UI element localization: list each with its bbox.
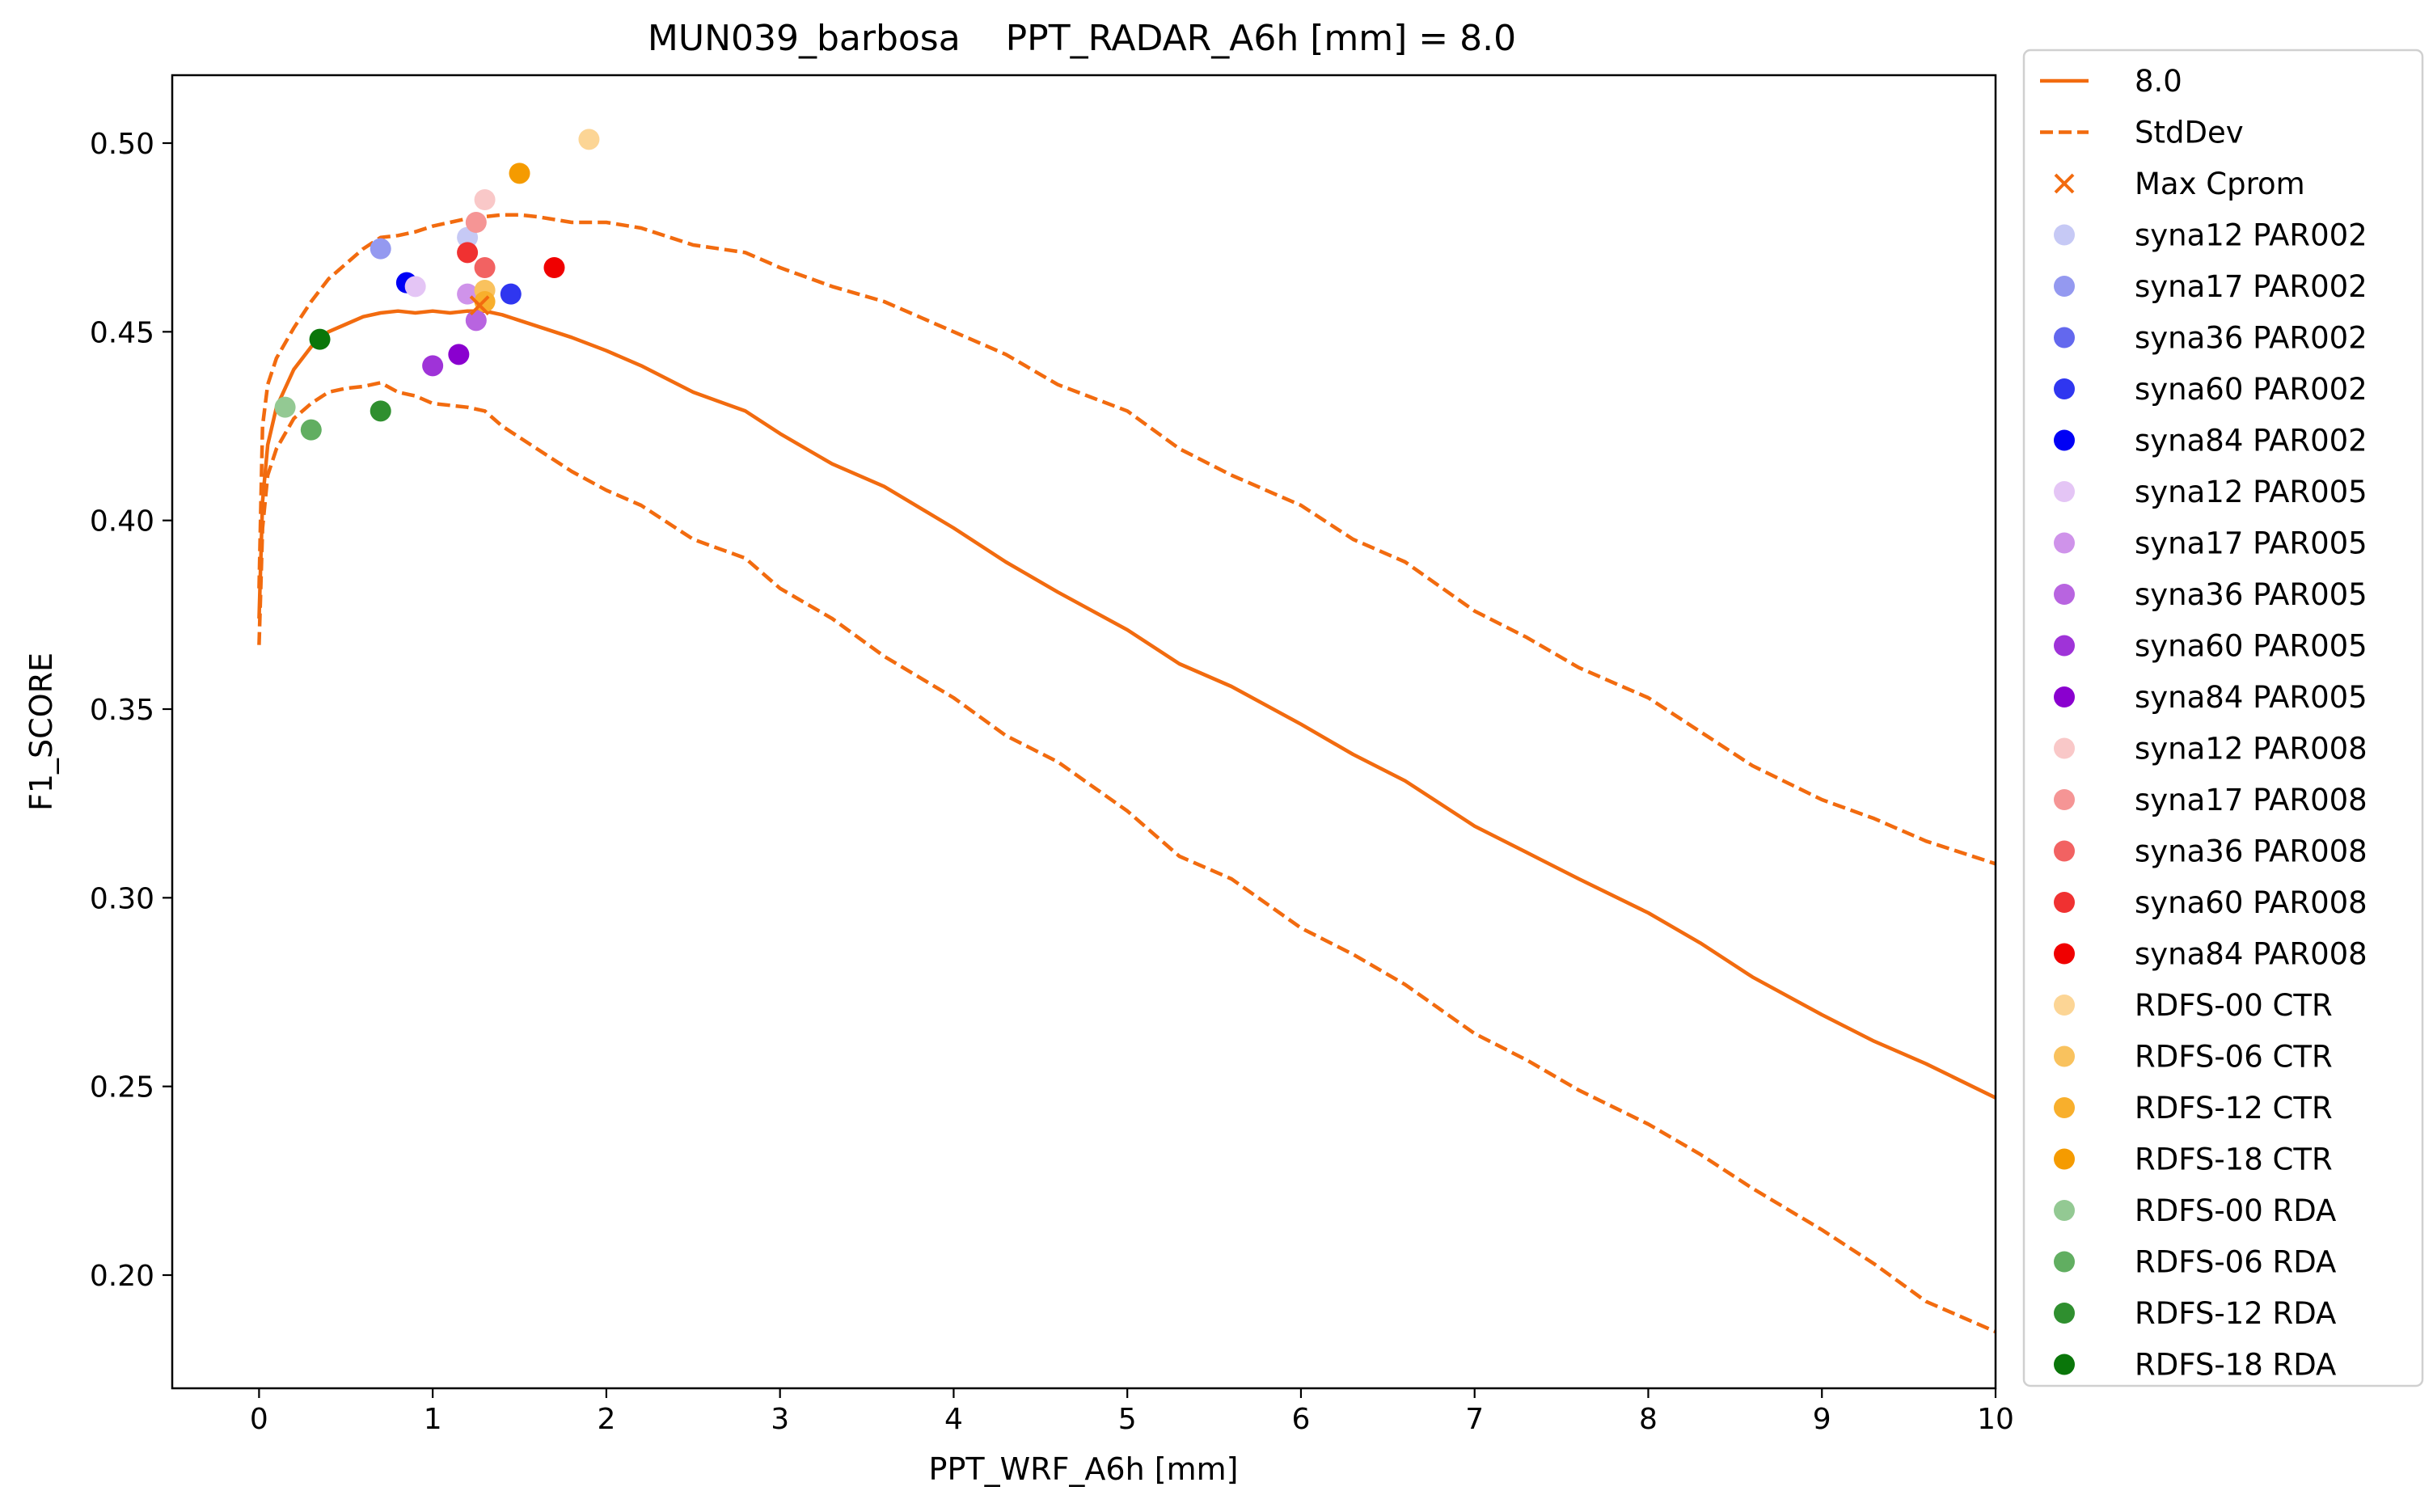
legend-swatch-dot bbox=[2054, 1200, 2075, 1221]
legend-label: syna17 PAR005 bbox=[2135, 526, 2368, 561]
legend-swatch-dot bbox=[2054, 481, 2075, 502]
y-tick-label: 0.20 bbox=[90, 1260, 154, 1293]
y-axis-label: F1_SCORE bbox=[23, 653, 59, 811]
x-tick-label: 2 bbox=[597, 1403, 615, 1436]
legend-swatch-dot bbox=[2054, 378, 2075, 399]
point-rdfs-18-ctr bbox=[509, 163, 530, 184]
legend-label: RDFS-18 CTR bbox=[2135, 1142, 2333, 1177]
series-line-stddev bbox=[257, 381, 1996, 1334]
legend-swatch-dot bbox=[2054, 635, 2075, 657]
legend-swatch-dot bbox=[2054, 532, 2075, 554]
point-syna12-par005 bbox=[404, 276, 426, 298]
y-axis: 0.20 0.25 0.30 0.35 0.40 0.45 0.50 bbox=[90, 128, 172, 1293]
legend-label: syna17 PAR002 bbox=[2135, 269, 2368, 304]
legend-swatch-dot bbox=[2054, 1354, 2075, 1375]
legend-swatch-dot bbox=[2054, 1148, 2075, 1170]
legend-label: syna60 PAR002 bbox=[2135, 372, 2368, 407]
legend-label: syna36 PAR008 bbox=[2135, 834, 2368, 869]
point-rdfs-00-ctr bbox=[578, 129, 600, 150]
point-syna36-par005 bbox=[465, 310, 487, 332]
x-tick-label: 8 bbox=[1639, 1403, 1658, 1436]
legend-swatch-dot bbox=[2054, 943, 2075, 965]
y-tick-label: 0.40 bbox=[90, 505, 154, 538]
point-syna60-par008 bbox=[457, 242, 479, 264]
point-rdfs-12-rda bbox=[370, 400, 391, 422]
chart-title: MUN039_barbosa PPT_RADAR_A6h [mm] = 8.0 bbox=[648, 18, 1516, 59]
legend-label: StdDev bbox=[2135, 116, 2244, 150]
x-axis-label: PPT_WRF_A6h [mm] bbox=[929, 1451, 1239, 1487]
point-syna36-par008 bbox=[474, 257, 496, 278]
point-rdfs-06-rda bbox=[300, 419, 322, 441]
legend-swatch-dot bbox=[2054, 1045, 2075, 1067]
legend-label: Max Cprom bbox=[2135, 167, 2305, 201]
legend-swatch-dot bbox=[2054, 429, 2075, 451]
y-tick-label: 0.35 bbox=[90, 694, 154, 727]
x-tick-label: 9 bbox=[1813, 1403, 1831, 1436]
y-tick-label: 0.25 bbox=[90, 1071, 154, 1104]
legend-swatch-dot bbox=[2054, 584, 2075, 605]
legend-swatch-dot bbox=[2054, 1303, 2075, 1324]
legend-label: syna60 PAR008 bbox=[2135, 885, 2368, 920]
legend-label: syna84 PAR005 bbox=[2135, 680, 2368, 715]
legend-swatch-x bbox=[2054, 173, 2075, 194]
legend-label: syna84 PAR008 bbox=[2135, 937, 2368, 972]
legend: 8.0 StdDev Max Cprom syna12 PAR002 syna17 PA… bbox=[2022, 49, 2424, 1387]
point-syna17-par002 bbox=[370, 238, 391, 260]
y-tick-label: 0.45 bbox=[90, 316, 154, 349]
legend-swatch-dot bbox=[2054, 1097, 2075, 1118]
legend-label: RDFS-00 CTR bbox=[2135, 988, 2333, 1023]
legend-label: 8.0 bbox=[2135, 64, 2182, 99]
plot-frame bbox=[171, 74, 1997, 1390]
legend-label: RDFS-06 RDA bbox=[2135, 1245, 2336, 1280]
legend-label: syna84 PAR002 bbox=[2135, 424, 2368, 458]
x-tick-label: 0 bbox=[250, 1403, 268, 1436]
point-syna12-par008 bbox=[474, 189, 496, 210]
point-syna17-par008 bbox=[465, 212, 487, 233]
legend-swatch-dot bbox=[2054, 276, 2075, 297]
legend-label: syna12 PAR002 bbox=[2135, 218, 2368, 253]
legend-label: RDFS-06 CTR bbox=[2135, 1040, 2333, 1075]
x-tick-label: 7 bbox=[1465, 1403, 1484, 1436]
legend-swatch-dot bbox=[2054, 224, 2075, 246]
legend-label: syna36 PAR002 bbox=[2135, 321, 2368, 356]
legend-swatch-dot bbox=[2054, 1251, 2075, 1273]
x-tick-label: 10 bbox=[1977, 1403, 2014, 1436]
legend-label: syna12 PAR005 bbox=[2135, 475, 2368, 509]
legend-swatch-dot bbox=[2054, 737, 2075, 759]
point-syna60-par005 bbox=[422, 355, 444, 377]
legend-frame bbox=[2022, 49, 2424, 1387]
legend-label: syna36 PAR005 bbox=[2135, 577, 2368, 612]
legend-label: syna60 PAR005 bbox=[2135, 629, 2368, 664]
legend-label: syna17 PAR008 bbox=[2135, 783, 2368, 817]
point-syna84-par005 bbox=[448, 344, 470, 365]
legend-label: syna12 PAR008 bbox=[2135, 732, 2368, 767]
x-tick-label: 4 bbox=[944, 1403, 963, 1436]
point-rdfs-18-rda bbox=[309, 328, 331, 350]
legend-label: RDFS-00 RDA bbox=[2135, 1193, 2336, 1228]
x-tick-label: 5 bbox=[1118, 1403, 1137, 1436]
legend-swatch-dot bbox=[2054, 686, 2075, 707]
x-tick-label: 3 bbox=[771, 1403, 789, 1436]
legend-label: RDFS-12 RDA bbox=[2135, 1296, 2336, 1331]
legend-swatch-dot bbox=[2054, 995, 2075, 1016]
point-syna84-par008 bbox=[543, 257, 565, 278]
legend-label: RDFS-18 RDA bbox=[2135, 1348, 2336, 1383]
legend-swatch-dot bbox=[2054, 892, 2075, 913]
y-tick-label: 0.50 bbox=[90, 128, 154, 161]
series-line-stddev bbox=[257, 213, 1996, 866]
max-cprom-marker bbox=[469, 295, 490, 316]
legend-swatch-dot bbox=[2054, 327, 2075, 348]
legend-swatch-dot bbox=[2054, 789, 2075, 810]
point-syna60-par002 bbox=[500, 283, 522, 305]
x-axis: 0 1 2 3 4 5 6 7 8 9 10 bbox=[250, 1388, 2014, 1436]
plot-area bbox=[257, 129, 1996, 1334]
legend-swatch-dot bbox=[2054, 840, 2075, 862]
legend-label: RDFS-12 CTR bbox=[2135, 1091, 2333, 1126]
series-line-mean bbox=[257, 309, 1996, 1100]
x-tick-label: 6 bbox=[1291, 1403, 1310, 1436]
point-rdfs-00-rda bbox=[274, 396, 296, 418]
y-tick-label: 0.30 bbox=[90, 882, 154, 915]
x-tick-label: 1 bbox=[424, 1403, 442, 1436]
